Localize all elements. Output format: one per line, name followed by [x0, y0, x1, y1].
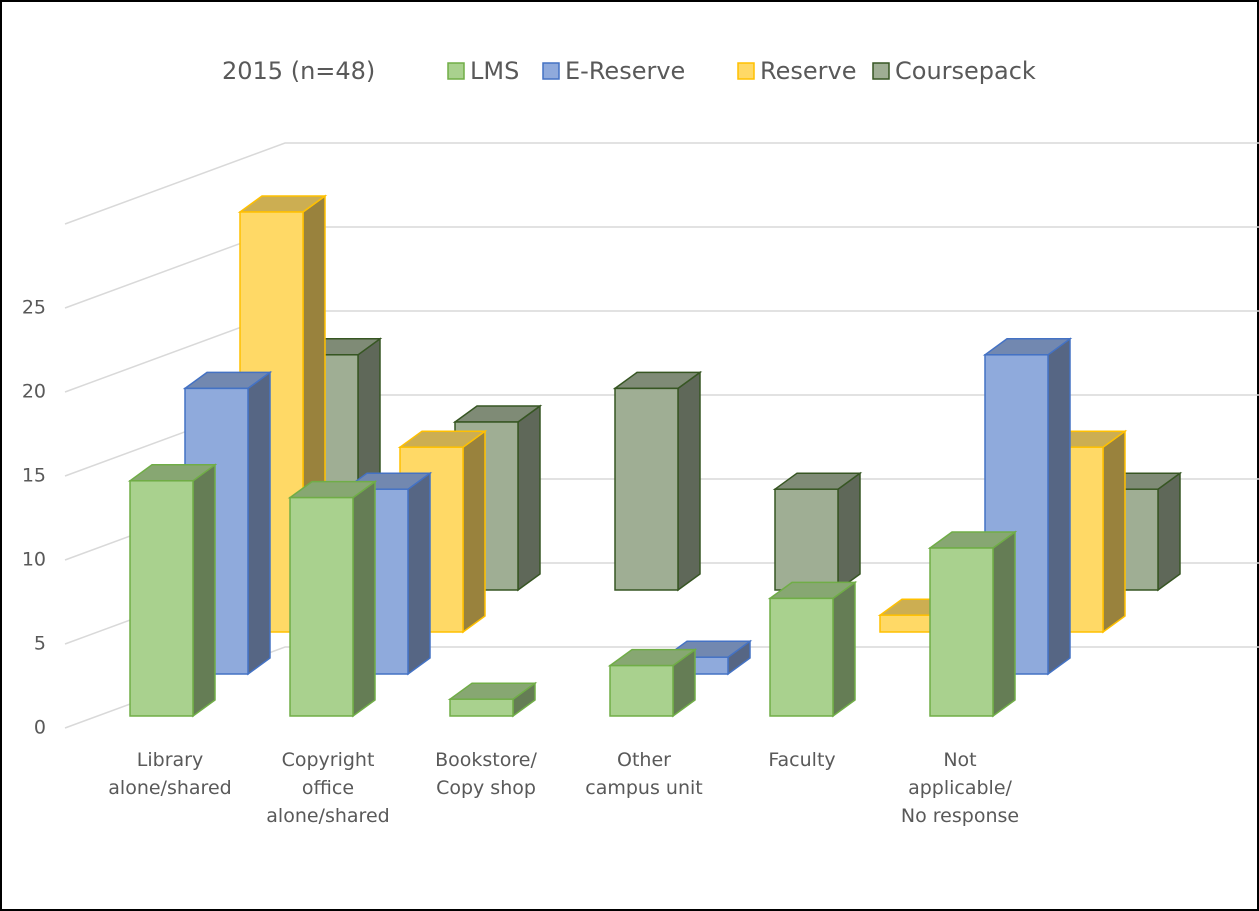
bar-side — [517, 404, 541, 592]
legend-swatch — [737, 62, 755, 80]
x-tick-label: Faculty — [768, 749, 835, 771]
y-tick-label: 10 — [22, 549, 46, 571]
bar — [769, 597, 834, 717]
y-tick-label: 0 — [34, 717, 46, 739]
x-tick-label: Other campus unit — [585, 749, 702, 799]
bar-side — [1047, 337, 1071, 676]
legend-swatch — [447, 62, 465, 80]
x-tick-label: Copyright office alone/shared — [266, 749, 389, 827]
y-tick-label: 15 — [22, 465, 46, 487]
x-tick-label: Not applicable/No response — [901, 749, 1019, 827]
bar-side — [1102, 429, 1126, 634]
bar-side — [462, 429, 486, 634]
bar-side — [192, 463, 216, 718]
legend-label: Reserve — [760, 57, 856, 85]
grid-line — [64, 142, 1259, 225]
bar-side — [1157, 471, 1181, 592]
y-tick-label: 20 — [22, 381, 46, 403]
bar — [449, 698, 514, 717]
legend-label: LMS — [470, 57, 519, 85]
legend-swatch — [542, 62, 560, 80]
bar-side — [832, 580, 856, 718]
legend-label: Coursepack — [895, 57, 1036, 85]
bar — [289, 496, 354, 717]
y-tick-label: 25 — [22, 297, 46, 319]
bar-side — [992, 530, 1016, 718]
x-tick-label: Bookstore/Copy shop — [435, 749, 537, 799]
bar — [614, 387, 679, 591]
bar — [609, 664, 674, 717]
bars — [127, 194, 1183, 718]
y-tick-label: 5 — [34, 633, 46, 655]
bar-side — [407, 471, 431, 676]
bar-side — [677, 370, 701, 592]
x-tick-label: Library alone/shared — [108, 749, 231, 799]
bar-side — [247, 370, 271, 676]
bar — [929, 547, 994, 717]
labels: 2015 (n=48) LMS E-Reserve Reserve Coursepack… — [22, 57, 1036, 827]
bar — [129, 480, 194, 717]
bar — [774, 488, 839, 591]
bar-side — [837, 471, 861, 592]
bar-side — [352, 480, 376, 718]
legend-label: E-Reserve — [565, 57, 685, 85]
chart-title: 2015 (n=48) — [222, 57, 375, 85]
legend-swatch — [872, 62, 890, 80]
